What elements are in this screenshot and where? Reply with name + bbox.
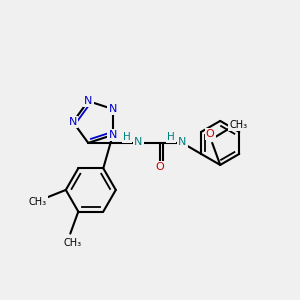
Text: CH₃: CH₃ <box>29 197 47 207</box>
Text: O: O <box>156 162 165 172</box>
Text: CH₃: CH₃ <box>229 120 247 130</box>
Text: N: N <box>84 96 92 106</box>
Text: H: H <box>167 132 175 142</box>
Text: N: N <box>109 104 117 114</box>
Text: N: N <box>69 117 77 127</box>
Text: CH₃: CH₃ <box>63 238 81 248</box>
Text: H: H <box>123 132 131 142</box>
Text: N: N <box>134 137 142 147</box>
Text: O: O <box>206 129 214 139</box>
Text: N: N <box>109 130 117 140</box>
Text: N: N <box>178 137 186 147</box>
